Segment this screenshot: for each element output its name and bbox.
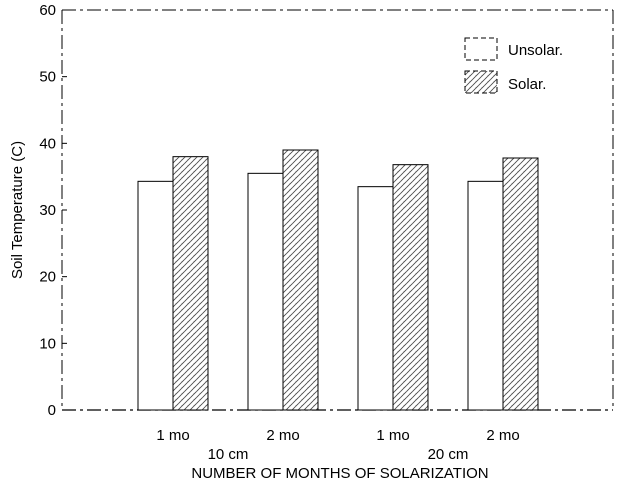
unsolar-bar xyxy=(357,186,394,411)
x-category-label: 2 mo xyxy=(486,427,519,444)
y-tick-label: 40 xyxy=(39,135,56,152)
y-tick-label: 50 xyxy=(39,69,56,86)
y-tick-label: 20 xyxy=(39,269,56,286)
x-category-label: 1 mo xyxy=(156,427,189,444)
y-axis: 0 10 20 30 40 50 60 xyxy=(39,2,67,419)
solar-bar xyxy=(172,156,209,411)
y-tick-label: 30 xyxy=(39,202,56,219)
legend-label-unsolar: Unsolar. xyxy=(508,42,563,59)
x-group-label: 20 cm xyxy=(428,446,469,463)
y-tick-label: 0 xyxy=(48,402,56,419)
solar-bar xyxy=(392,164,429,411)
x-axis-label: NUMBER OF MONTHS OF SOLARIZATION xyxy=(191,465,488,482)
legend-swatch-unsolar xyxy=(464,37,498,61)
x-group-label: 10 cm xyxy=(208,446,249,463)
solar-bar xyxy=(502,157,539,411)
y-tick-label: 60 xyxy=(39,2,56,19)
unsolar-bar xyxy=(247,172,284,411)
solar-bar xyxy=(282,149,319,411)
legend-label-solar: Solar. xyxy=(508,76,546,93)
x-category-label: 2 mo xyxy=(266,427,299,444)
y-axis-label: Soil Temperature (C) xyxy=(9,141,26,279)
legend-swatch-solar xyxy=(464,70,498,94)
bars xyxy=(137,149,539,411)
unsolar-bar xyxy=(137,180,174,411)
legend: Unsolar. Solar. xyxy=(464,37,563,94)
y-tick-label: 10 xyxy=(39,335,56,352)
x-axis: 1 mo 2 mo 1 mo 2 mo 10 cm 20 cm xyxy=(156,427,519,463)
unsolar-bar xyxy=(467,180,504,411)
x-category-label: 1 mo xyxy=(376,427,409,444)
